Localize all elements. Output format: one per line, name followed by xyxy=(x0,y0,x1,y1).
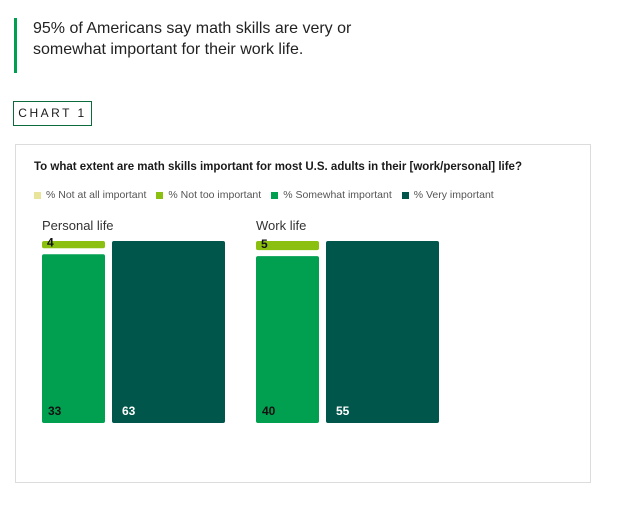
legend-swatch-not-too xyxy=(156,191,164,199)
bar-personal-very xyxy=(112,241,225,423)
label-personal-very: 63 xyxy=(122,404,136,418)
legend-item-not-at-all: % Not at all important xyxy=(34,189,146,201)
legend-swatch-not-at-all xyxy=(34,191,41,199)
legend-item-very: % Very important xyxy=(401,189,494,201)
chart-tag: CHART 1 xyxy=(13,101,92,126)
bar-work-somewhat xyxy=(256,256,319,423)
legend-swatch-somewhat xyxy=(271,191,279,199)
bar-work-very xyxy=(326,241,439,423)
bar-personal-not-too xyxy=(42,241,105,249)
bar-personal-somewhat xyxy=(42,254,105,423)
headline: 95% of Americans say math skills are ver… xyxy=(14,18,434,73)
label-work-not-too: 5 xyxy=(261,237,268,251)
chart-title: To what extent are math skills important… xyxy=(34,161,522,173)
legend-item-somewhat: % Somewhat important xyxy=(271,189,392,201)
legend-label-very: % Very important xyxy=(413,189,494,201)
label-work-somewhat: 40 xyxy=(262,404,276,418)
legend-label-not-too: % Not too important xyxy=(168,189,262,201)
legend-label-not-at-all: % Not at all important xyxy=(46,189,147,201)
label-personal-not-too: 4 xyxy=(47,235,54,249)
legend: % Not at all important % Not too importa… xyxy=(34,189,494,201)
bar-work-not-too xyxy=(256,241,319,251)
label-personal-somewhat: 33 xyxy=(48,404,62,418)
panel-title-personal: Personal life xyxy=(42,218,114,233)
label-work-very: 55 xyxy=(336,404,350,418)
headline-line-1: 95% of Americans say math skills are ver… xyxy=(33,20,352,37)
headline-line-2: somewhat important for their work life. xyxy=(33,41,304,58)
legend-label-somewhat: % Somewhat important xyxy=(283,189,392,201)
chart-card: To what extent are math skills important… xyxy=(15,144,591,483)
panel-title-work: Work life xyxy=(256,218,307,233)
legend-swatch-very xyxy=(401,191,409,199)
legend-item-not-too: % Not too important xyxy=(156,189,261,201)
